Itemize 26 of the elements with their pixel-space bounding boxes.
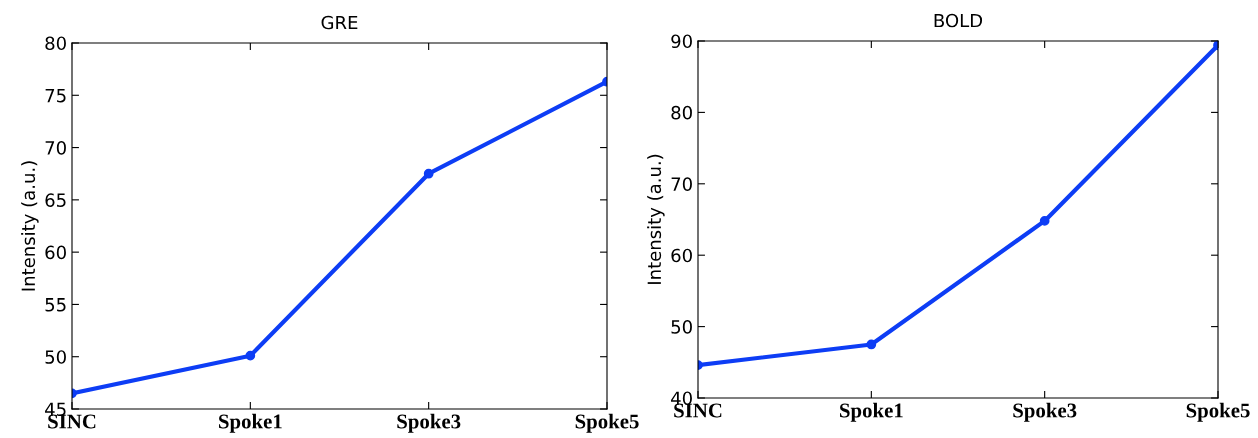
y-axis-title: Intensity (a.u.) xyxy=(647,154,665,284)
y-tick-label: 80 xyxy=(671,105,692,120)
x-tick-label: Spoke5 xyxy=(575,413,639,433)
y-tick-label: 70 xyxy=(45,141,66,155)
x-tick-label: SINC xyxy=(674,403,722,418)
x-tick-label: Spoke3 xyxy=(397,413,461,433)
y-tick-label: 45 xyxy=(45,402,66,417)
chart-title: BOLD xyxy=(934,13,983,28)
x-tick-label: Spoke5 xyxy=(1186,402,1250,422)
y-tick-label: 50 xyxy=(45,350,66,364)
x-tick-label: Spoke1 xyxy=(219,413,282,433)
chart-title: GRE xyxy=(321,15,358,30)
x-tick-label: Spoke1 xyxy=(840,402,903,422)
y-tick-label: 55 xyxy=(45,298,66,312)
y-tick-label: 90 xyxy=(671,34,692,49)
y-tick-label: 40 xyxy=(671,391,692,406)
y-tick-label: 60 xyxy=(45,245,66,260)
x-tick-label: SINC xyxy=(48,414,96,429)
y-tick-label: 70 xyxy=(671,177,692,191)
y-tick-label: 75 xyxy=(45,88,66,103)
y-tick-label: 50 xyxy=(671,320,692,334)
x-tick-label: Spoke3 xyxy=(1013,402,1077,422)
y-tick-label: 60 xyxy=(671,248,692,263)
y-tick-label: 80 xyxy=(45,36,66,51)
y-axis-title: Intensity (a.u.) xyxy=(21,161,39,291)
y-tick-label: 65 xyxy=(45,193,66,207)
